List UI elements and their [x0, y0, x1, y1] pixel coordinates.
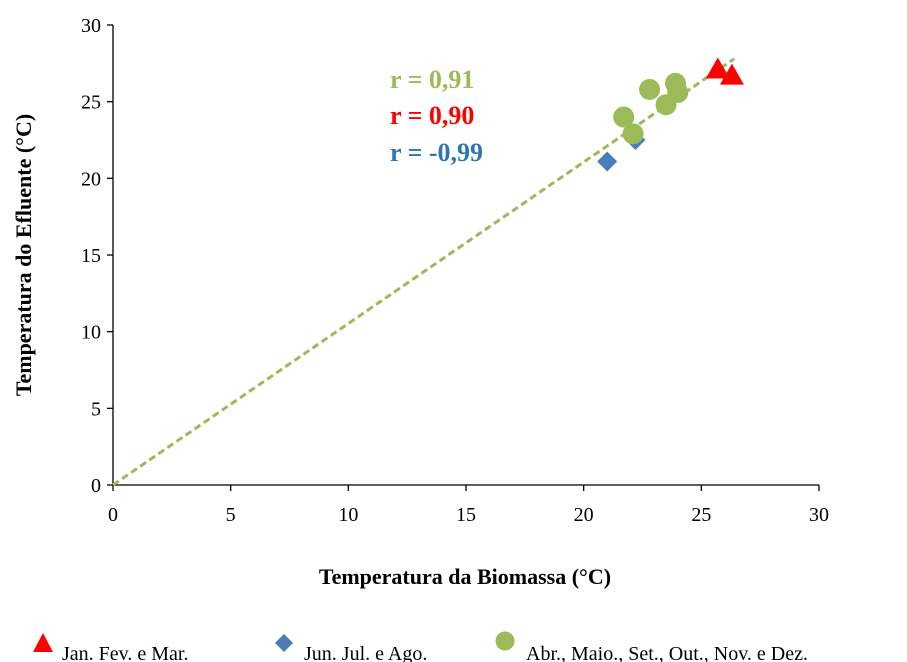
y-tick-label: 20 — [81, 168, 101, 190]
y-tick-label: 0 — [91, 475, 101, 497]
x-tick-label: 30 — [809, 504, 829, 526]
correlation-label-blue: r = -0,99 — [390, 138, 483, 167]
x-tick-label: 15 — [456, 504, 476, 526]
x-tick-label: 20 — [574, 504, 594, 526]
data-point-diamond — [597, 151, 617, 171]
y-tick-label: 25 — [81, 92, 101, 114]
legend-label-jan-fev-mar: Jan. Fev. e Mar. — [62, 643, 188, 662]
y-axis-title: Temperatura do Efluente (°C) — [11, 114, 36, 396]
y-tick-label: 5 — [91, 398, 101, 420]
legend-marker-diamond — [275, 634, 293, 652]
data-point-circle — [623, 123, 644, 144]
y-tick-label: 15 — [81, 245, 101, 267]
x-ticks: 0 5 10 15 20 25 30 — [108, 485, 829, 526]
legend-label-jun-jul-ago: Jun. Jul. e Ago. — [304, 643, 427, 662]
y-tick-label: 10 — [81, 322, 101, 344]
x-axis-title: Temperatura da Biomassa (°C) — [319, 564, 611, 589]
axes — [113, 25, 819, 485]
x-tick-label: 25 — [691, 504, 711, 526]
legend-marker-circle — [496, 632, 515, 651]
x-tick-label: 5 — [226, 504, 236, 526]
x-tick-label: 10 — [338, 504, 358, 526]
y-tick-label: 30 — [81, 15, 101, 37]
data-points — [597, 57, 744, 171]
legend: Jan. Fev. e Mar. Jun. Jul. e Ago. Abr., … — [33, 632, 808, 662]
y-ticks: 0 5 10 15 20 25 30 — [81, 15, 113, 497]
legend-marker-triangle — [33, 633, 53, 652]
correlation-label-red: r = 0,90 — [390, 101, 474, 130]
x-tick-label: 0 — [108, 504, 118, 526]
correlation-label-green: r = 0,91 — [390, 65, 474, 94]
data-point-circle — [639, 79, 660, 100]
legend-label-abr-dez: Abr., Maio., Set., Out., Nov. e Dez. — [526, 643, 808, 662]
data-point-circle — [667, 82, 688, 103]
